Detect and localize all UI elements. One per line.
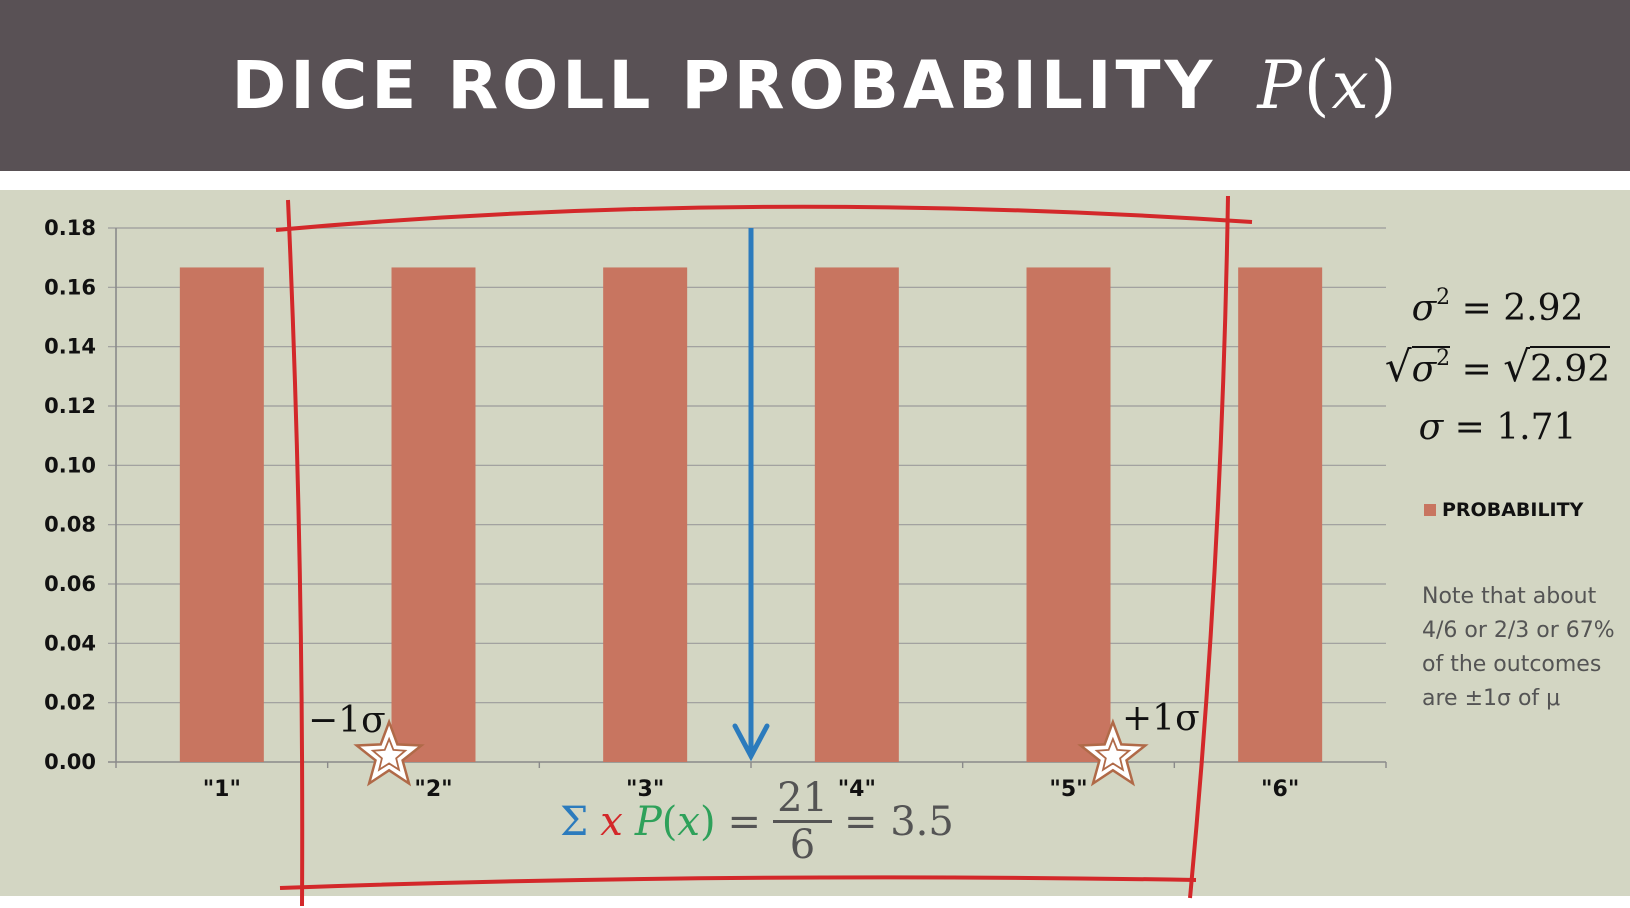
variance-line: σ2 = 2.92 [1411,285,1584,330]
formula-equals: = [727,798,762,845]
y-tick-label: 0.18 [44,216,96,240]
minus-sigma-star-inner [370,736,408,772]
y-tick-label: 0.16 [44,275,96,299]
title-bar: DICE ROLL PROBABILITY P(x) [0,0,1630,171]
chart-legend: PROBABILITY [1424,499,1583,521]
bar [1026,267,1111,762]
fraction-numerator: 21 [773,776,832,823]
sigma-line: σ = 1.71 [1418,407,1577,448]
legend-label: PROBABILITY [1442,499,1584,521]
y-tick-label: 0.08 [44,513,96,537]
x-tick-label: "6" [1261,777,1299,802]
px-term: P(x) [634,798,716,845]
sum-symbol: Σ [560,798,589,845]
x-tick-label: "1" [203,777,241,802]
fraction: 21 6 [773,776,832,867]
bar [391,267,476,762]
bar [814,267,899,762]
y-tick-label: 0.00 [44,750,96,774]
frame-bottom [279,875,1197,890]
x-tick-label: "5" [1049,777,1087,802]
fraction-denominator: 6 [789,822,816,868]
y-tick-label: 0.06 [44,572,96,596]
slide-title: DICE ROLL PROBABILITY P(x) [232,47,1399,124]
y-tick-label: 0.02 [44,691,96,715]
legend-swatch [1424,504,1436,516]
title-math-arg: x [1331,47,1371,124]
plus-sigma-star [1077,718,1149,787]
slide-title-text: DICE ROLL PROBABILITY [231,47,1217,124]
x-tick-label: "2" [414,777,452,802]
frame-top [275,204,1253,232]
x-symbol: x [600,798,623,845]
variance-block: σ2 = 2.92 √σ2 = √2.92 σ = 1.71 [1370,280,1625,457]
plus-sigma-label: +1σ [1122,698,1200,739]
bar [179,267,264,762]
bar [1238,267,1323,762]
mean-arrow-head [732,723,770,762]
expected-value-formula: Σ x P(x) = 21 6 = 3.5 [560,776,954,867]
formula-result: = 3.5 [843,798,954,845]
frame-left [286,199,305,907]
minus-sigma-label: −1σ [308,700,386,741]
x-tick-label: "4" [838,777,876,802]
slide-title-math: P(x) [1257,47,1399,124]
title-math-var: P [1257,47,1304,124]
y-tick-label: 0.10 [44,453,96,477]
y-tick-label: 0.04 [44,631,96,655]
minus-sigma-star [353,718,425,787]
y-tick-label: 0.12 [44,394,96,418]
plus-sigma-star-inner [1094,736,1132,772]
frame-right [1188,195,1230,899]
sqrt-variance-line: √σ2 = √2.92 [1384,342,1611,391]
bar [603,267,688,762]
note-text: Note that about 4/6 or 2/3 or 67% of the… [1422,584,1615,711]
x-tick-label: "3" [626,777,664,802]
y-tick-label: 0.14 [44,335,96,359]
